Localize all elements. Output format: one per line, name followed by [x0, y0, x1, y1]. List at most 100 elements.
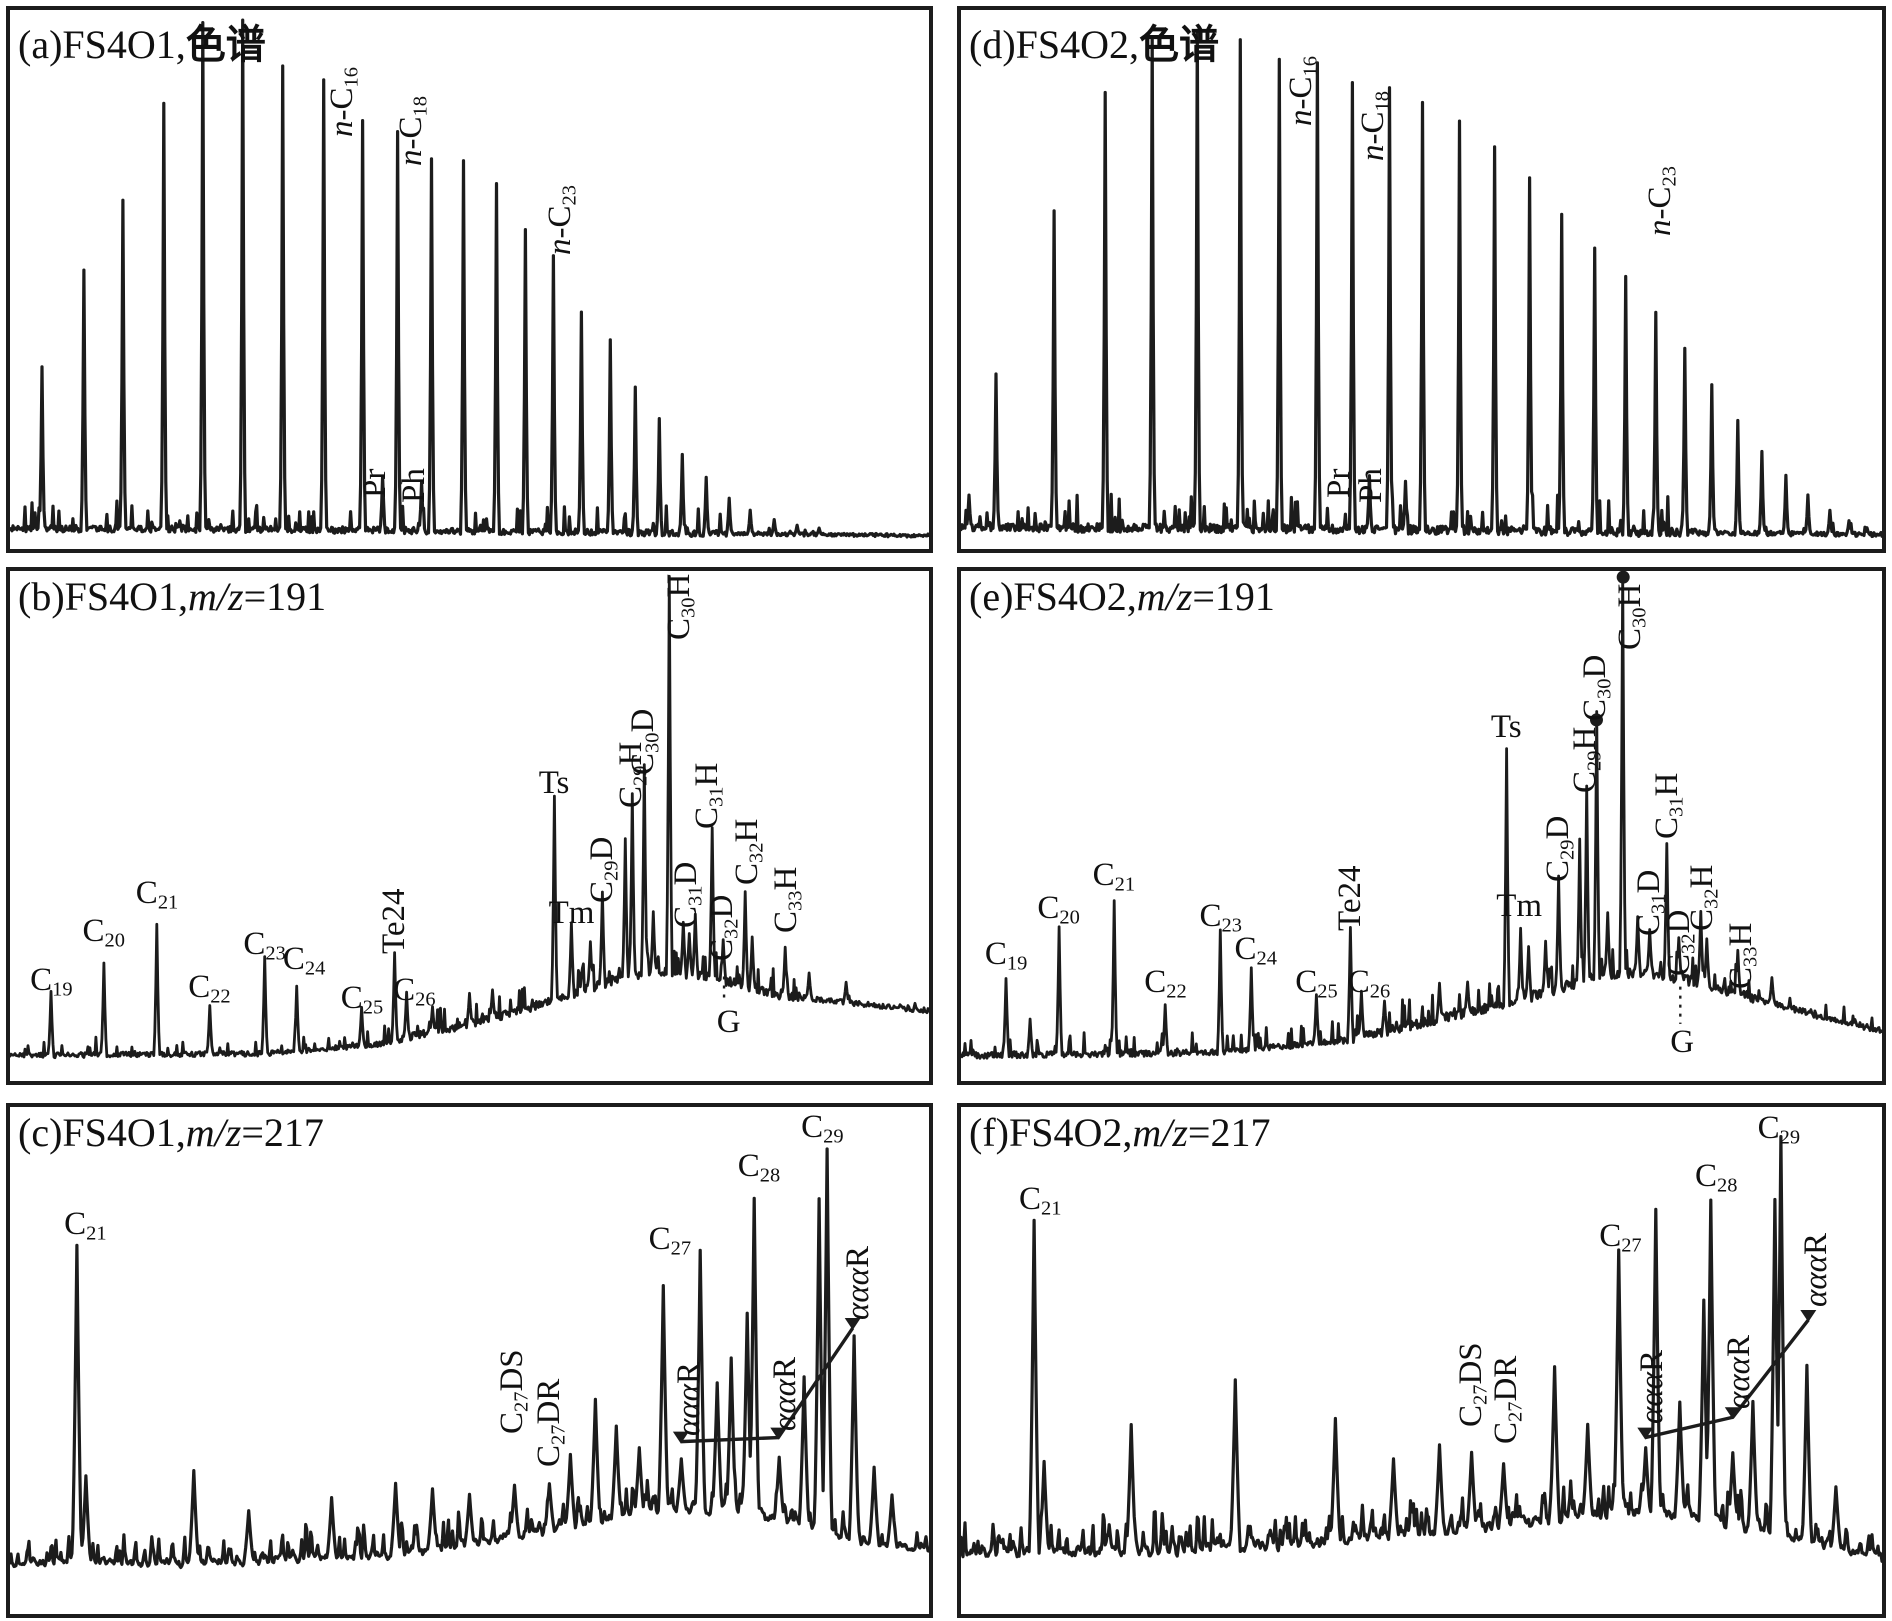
peak-label: C21 [135, 875, 179, 914]
peak-label: C20 [1037, 890, 1080, 930]
peak-label: C21 [1018, 1181, 1062, 1220]
panel-e: (e)FS4O2,m/z=191 C19 C20 C21 C22 C23 C24 C25 Te2… [957, 567, 1886, 1085]
peak-label-text: C31H [1649, 772, 1689, 839]
panel-c: (c)FS4O1,m/z=217 C21 C27DS C27DR C27 αααR C28 α… [6, 1103, 933, 1618]
peak-label: C20 [82, 913, 125, 952]
peak-label: C19 [30, 961, 73, 1001]
peak-label-text: αααR [1797, 1233, 1834, 1308]
panel-title-e: (e)FS4O2,m/z=191 [969, 574, 1275, 619]
peak-label-text: Pr [1320, 468, 1357, 498]
peak-label-text: C27DS [493, 1349, 533, 1434]
trace-path-e [961, 571, 1882, 1060]
panel-c-plot-area: (c)FS4O1,m/z=217 C21 C27DS C27DR C27 αααR C28 α… [10, 1107, 929, 1614]
peak-label-text: C33H [768, 866, 808, 934]
trace-a [10, 18, 929, 539]
panel-title-b: (b)FS4O1,m/z=191 [18, 574, 327, 619]
peak-label-text: C30H [660, 573, 700, 640]
peak-label: Tm [548, 895, 595, 932]
panel-title-a: (a)FS4O1,色谱 [18, 22, 266, 67]
peak-label-text: C29D [1539, 815, 1579, 883]
peak-label: C23 [1199, 897, 1242, 937]
peak-label: C29 [801, 1109, 844, 1148]
peak-label: C22 [1144, 964, 1187, 1003]
peak-label: G [1670, 1024, 1695, 1061]
trace-f [961, 1135, 1882, 1563]
peak-label-text: C32D [704, 894, 743, 962]
peak-label-text: n-C23 [542, 185, 582, 256]
peak-apex-dot [1616, 571, 1630, 584]
peak-label: C27 [1599, 1217, 1642, 1257]
trace-b [10, 574, 929, 1060]
panel-title-d: (d)FS4O2,色谱 [969, 22, 1220, 67]
trace-path-d [961, 28, 1882, 539]
peak-apex-dot [1589, 713, 1603, 727]
peak-label: C21 [64, 1206, 107, 1246]
panel-a-plot-area: (a)FS4O1,色谱 n-C16 n-C18 n-C23 Pr Ph [10, 10, 929, 549]
peak-label-text: C30D [625, 708, 664, 775]
peak-label: C27 [648, 1220, 692, 1260]
panel-b-plot-area: (b)FS4O1,m/z=191 C19 C20 C21 C22 C23 C24 C25 Te2… [10, 571, 929, 1081]
panel-f-plot-area: (f)FS4O2,m/z=217 C21 C27DS C27DR C27 αααR C28 α… [961, 1107, 1882, 1614]
panel-e-plot-area: (e)FS4O2,m/z=191 C19 C20 C21 C22 C23 C24 C25 Te2… [961, 571, 1882, 1081]
aaaR-triangle-marker [1724, 1407, 1741, 1420]
peak-label: C22 [188, 969, 231, 1009]
panel-f: (f)FS4O2,m/z=217 C21 C27DS C27DR C27 αααR C28 α… [957, 1103, 1886, 1618]
peak-label: C26 [393, 971, 436, 1011]
peak-label: C21 [1092, 857, 1136, 896]
aaaR-triangle-marker [672, 1431, 689, 1444]
peak-label: Ts [1490, 709, 1522, 746]
peak-label: C24 [1234, 931, 1277, 970]
peak-label: C25 [1295, 964, 1338, 1003]
trace-d [961, 28, 1882, 539]
peak-label-text: C32H [728, 818, 768, 885]
panel-b: (b)FS4O1,m/z=191 C19 C20 C21 C22 C23 C24 C25 Te2… [6, 567, 933, 1085]
aaaR-triangle-marker [770, 1427, 787, 1440]
peak-label-text: C31D [668, 861, 708, 928]
trace-path-c [10, 1147, 929, 1570]
peak-label-text: C27DR [1488, 1355, 1527, 1445]
panel-d-plot-area: (d)FS4O2,色谱 n-C16 n-C18 n-C23 Pr Ph [961, 10, 1882, 549]
peak-label: Ts [538, 765, 570, 802]
peak-label-text: C29D [583, 836, 623, 903]
peak-label-text: Te24 [1331, 865, 1368, 931]
panel-title-f: (f)FS4O2,m/z=217 [969, 1110, 1271, 1155]
peak-label: C28 [737, 1148, 781, 1187]
peak-label: C26 [1347, 964, 1391, 1003]
panel-title-c: (c)FS4O1,m/z=217 [18, 1110, 324, 1155]
aaaR-triangle-marker [1800, 1309, 1817, 1322]
peak-label-text: Ph [396, 468, 433, 504]
peak-label: C25 [340, 979, 384, 1019]
peak-label: Tm [1496, 887, 1543, 924]
peak-label-text: n-C18 [392, 96, 432, 167]
peak-label-text: n-C18 [1354, 90, 1394, 161]
peak-label-text: αααR [840, 1245, 877, 1320]
panel-a: (a)FS4O1,色谱 n-C16 n-C18 n-C23 Pr Ph [6, 6, 933, 553]
peak-label-text: C29H [1567, 726, 1607, 793]
peak-label-text: n-C23 [1641, 166, 1681, 237]
trace-path-a [10, 18, 929, 539]
peak-label-text: αααR [671, 1361, 708, 1436]
peak-label: C19 [984, 936, 1028, 975]
peak-label-text: C30D [1577, 655, 1617, 722]
trace-path-f [961, 1135, 1882, 1563]
peak-label-text: C27DR [531, 1378, 571, 1467]
aaaR-triangle-marker [844, 1318, 861, 1331]
peak-label-text: n-C16 [323, 66, 363, 137]
trace-c [10, 1147, 929, 1570]
peak-label: C23 [243, 926, 286, 965]
peak-label-text: αααR [1721, 1334, 1758, 1409]
peak-label: C24 [282, 941, 326, 981]
peak-label: C29 [1757, 1110, 1801, 1149]
peak-label-text: Te24 [376, 887, 413, 954]
peak-label: G [716, 1003, 741, 1040]
trace-e [961, 571, 1882, 1060]
trace-path-b [10, 574, 929, 1060]
peak-label-text: Ph [1352, 468, 1389, 504]
panel-d: (d)FS4O2,色谱 n-C16 n-C18 n-C23 Pr Ph [957, 6, 1886, 553]
peak-label: C28 [1694, 1158, 1738, 1197]
peak-label-text: αααR [1633, 1349, 1670, 1424]
peak-label-text: C31H [689, 762, 729, 829]
peak-label-text: C27DS [1453, 1342, 1492, 1428]
peak-label-text: C33H [1723, 922, 1762, 990]
